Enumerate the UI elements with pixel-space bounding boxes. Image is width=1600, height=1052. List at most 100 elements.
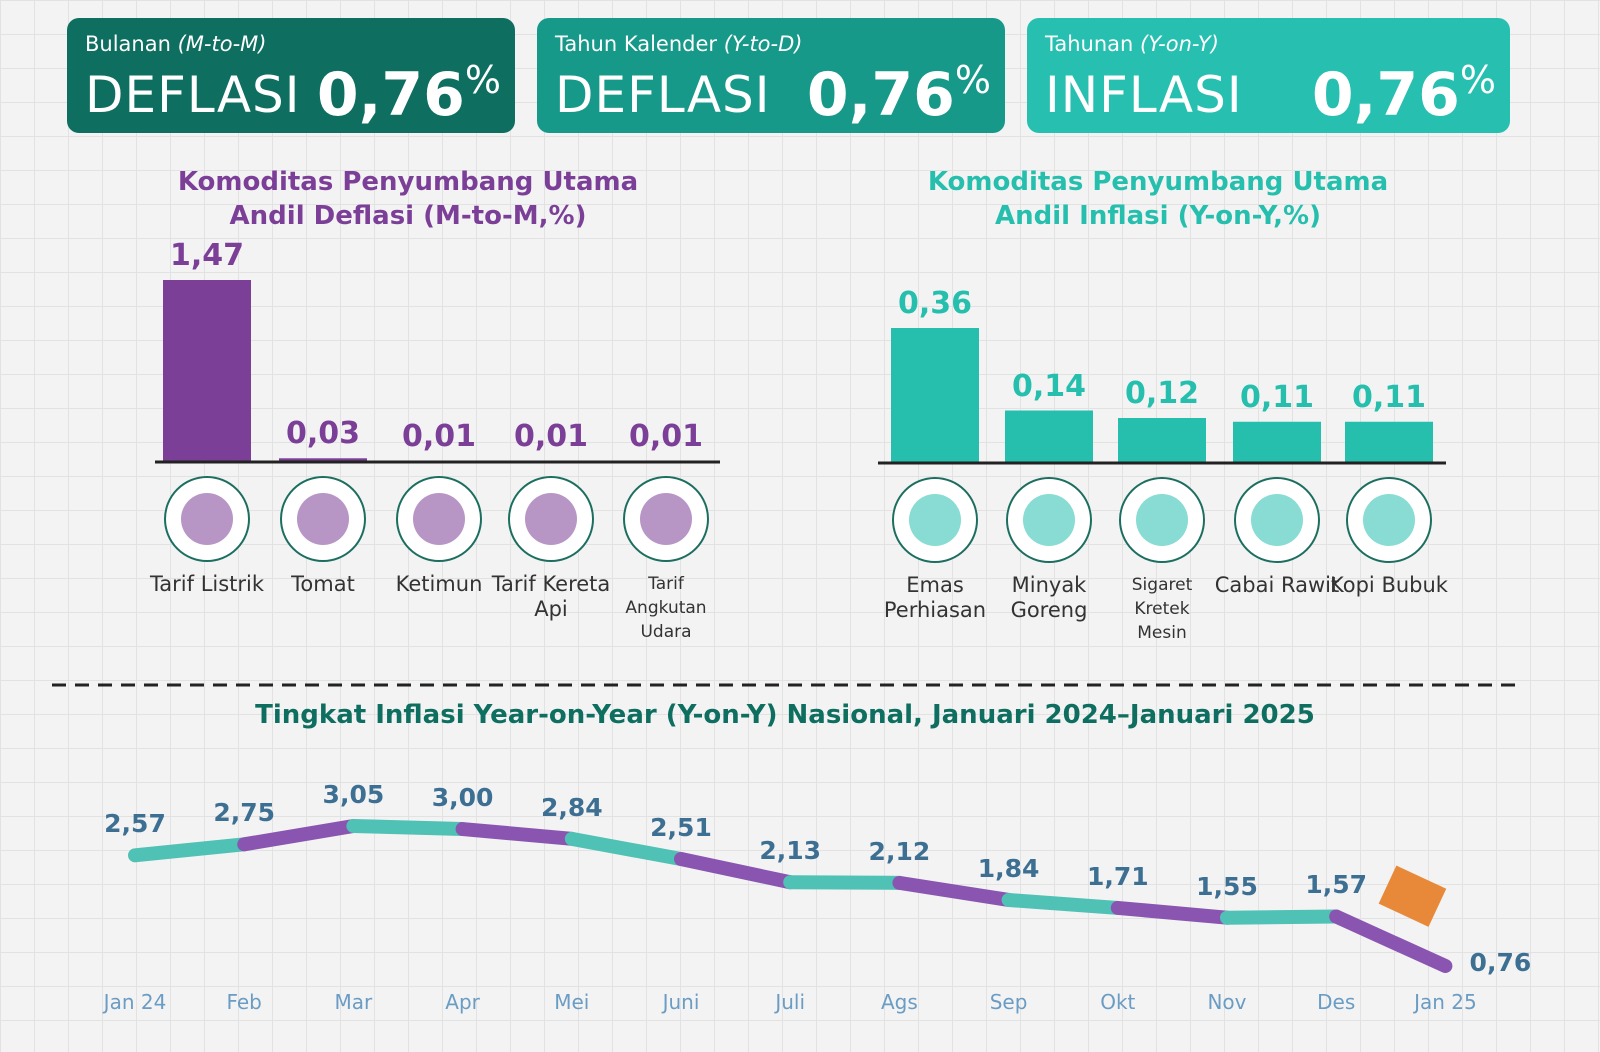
unit: % [464,58,501,102]
chart-title: Komoditas Penyumbang Utama [177,167,639,197]
value-label: 0,01 [513,418,589,454]
value-label: 0,01 [628,418,704,454]
icon-glyph [1363,494,1415,546]
value-label: 0,11 [1239,379,1315,415]
icon-glyph [413,493,465,545]
x-tick-label: Okt [1100,990,1136,1014]
line-segment [1110,900,1234,925]
x-tick-label: Nov [1207,990,1247,1014]
bar [1118,418,1206,463]
value: 0,76% [807,58,991,130]
value-label: 0,14 [1011,368,1087,404]
value-label: 1,47 [169,238,245,273]
label: Tahun Kalender [555,32,718,56]
value-number: 0,76 [1311,60,1460,130]
value-label: 2,75 [213,798,276,828]
x-tick-label: Apr [445,990,480,1014]
line-segment [783,875,907,890]
value-label: 2,13 [759,836,822,866]
category-label: Tomat [291,572,355,596]
chart-title: Andil Deflasi (M-to-M,%) [229,201,587,231]
x-tick-label: Jan 25 [1414,990,1477,1014]
status: DEFLASI [555,66,771,124]
unit: % [1459,58,1496,102]
value-label: 0,76 [1469,948,1532,977]
label: Bulanan [85,32,171,56]
value-number: 0,76 [806,60,955,130]
icon-glyph [1251,494,1303,546]
category-label: Minyak Goreng [1010,573,1088,622]
value-label: 0,36 [897,286,973,321]
line-segment [128,837,252,863]
bar [891,328,979,463]
x-tick-label: Ags [880,990,918,1014]
chart-title: Tingkat Inflasi Year-on-Year (Y-on-Y) Na… [255,700,1315,730]
x-tick-label: Des [1317,990,1356,1014]
icon-glyph [525,493,577,545]
label-note: (Y-to-D) [723,32,803,56]
value-label: 3,05 [322,780,385,809]
line-segment [346,819,470,837]
line-segment [674,852,798,890]
line-segment [1329,909,1453,973]
category-label: Ketimun [395,572,483,596]
value: 0,76% [317,58,501,130]
value-label: 0,01 [401,418,477,454]
bar [163,280,251,462]
line-segment [1001,892,1125,915]
card-label: Tahun Kalender (Y-to-D) [555,32,802,56]
label: Tahunan [1045,32,1134,56]
x-tick-label: Juni [662,990,700,1014]
card: Tahun Kalender (Y-to-D) DEFLASI 0,76% [537,18,1005,133]
status: INFLASI [1045,66,1243,124]
value-label: 2,84 [540,792,603,822]
value-label: 3,00 [431,783,494,813]
x-tick-label: Mar [334,990,373,1014]
icon-glyph [1136,494,1188,546]
value-label: 1,84 [977,853,1040,883]
value-label: 0,11 [1351,379,1427,415]
x-tick-label: Feb [226,990,262,1014]
x-tick-label: Sep [989,990,1028,1014]
value-label: 2,51 [650,813,712,842]
line-segment [564,831,688,867]
bar [1005,410,1093,463]
category-label: Kopi Bubuk [1330,573,1448,597]
card: Bulanan (M-to-M) DEFLASI 0,76% [67,18,515,133]
chart-title: Komoditas Penyumbang Utama [927,167,1389,197]
line-segment [237,819,361,852]
icon-glyph [640,493,692,545]
line-segment [1220,909,1344,925]
category-label: Tarif Listrik [149,572,265,596]
value-label: 0,03 [285,416,361,452]
bar [279,458,367,462]
x-tick-label: Jan 24 [103,990,167,1014]
chart-title: Andil Inflasi (Y-on-Y,%) [995,201,1321,231]
label-note: (Y-on-Y) [1140,32,1219,56]
x-tick-label: Juli [775,990,806,1014]
category-label: Emas Perhiasan [883,573,987,622]
icon-glyph [181,493,233,545]
category-label: Sigaret Kretek Mesin [1131,575,1193,643]
value-label: 0,12 [1124,376,1200,411]
icon-glyph [1023,494,1075,546]
icon-glyph [297,493,349,545]
value-label: 1,55 [1196,871,1258,901]
icon-glyph [909,494,961,546]
category-label: Tarif Angkutan Udara [625,574,707,642]
line-segment [892,875,1016,907]
card: Tahunan (Y-on-Y) INFLASI 0,76% [1027,18,1510,133]
value: 0,76% [1312,58,1496,130]
category-label: Cabai Rawit [1214,573,1340,597]
card-label: Bulanan (M-to-M) [85,32,266,56]
value-label: 2,57 [104,809,166,839]
bar [1233,421,1321,463]
truck-icon [1378,865,1447,927]
status: DEFLASI [85,66,301,124]
bar [1345,421,1433,463]
unit: % [954,58,991,102]
card-label: Tahunan (Y-on-Y) [1045,32,1219,56]
label-note: (M-to-M) [177,32,267,56]
